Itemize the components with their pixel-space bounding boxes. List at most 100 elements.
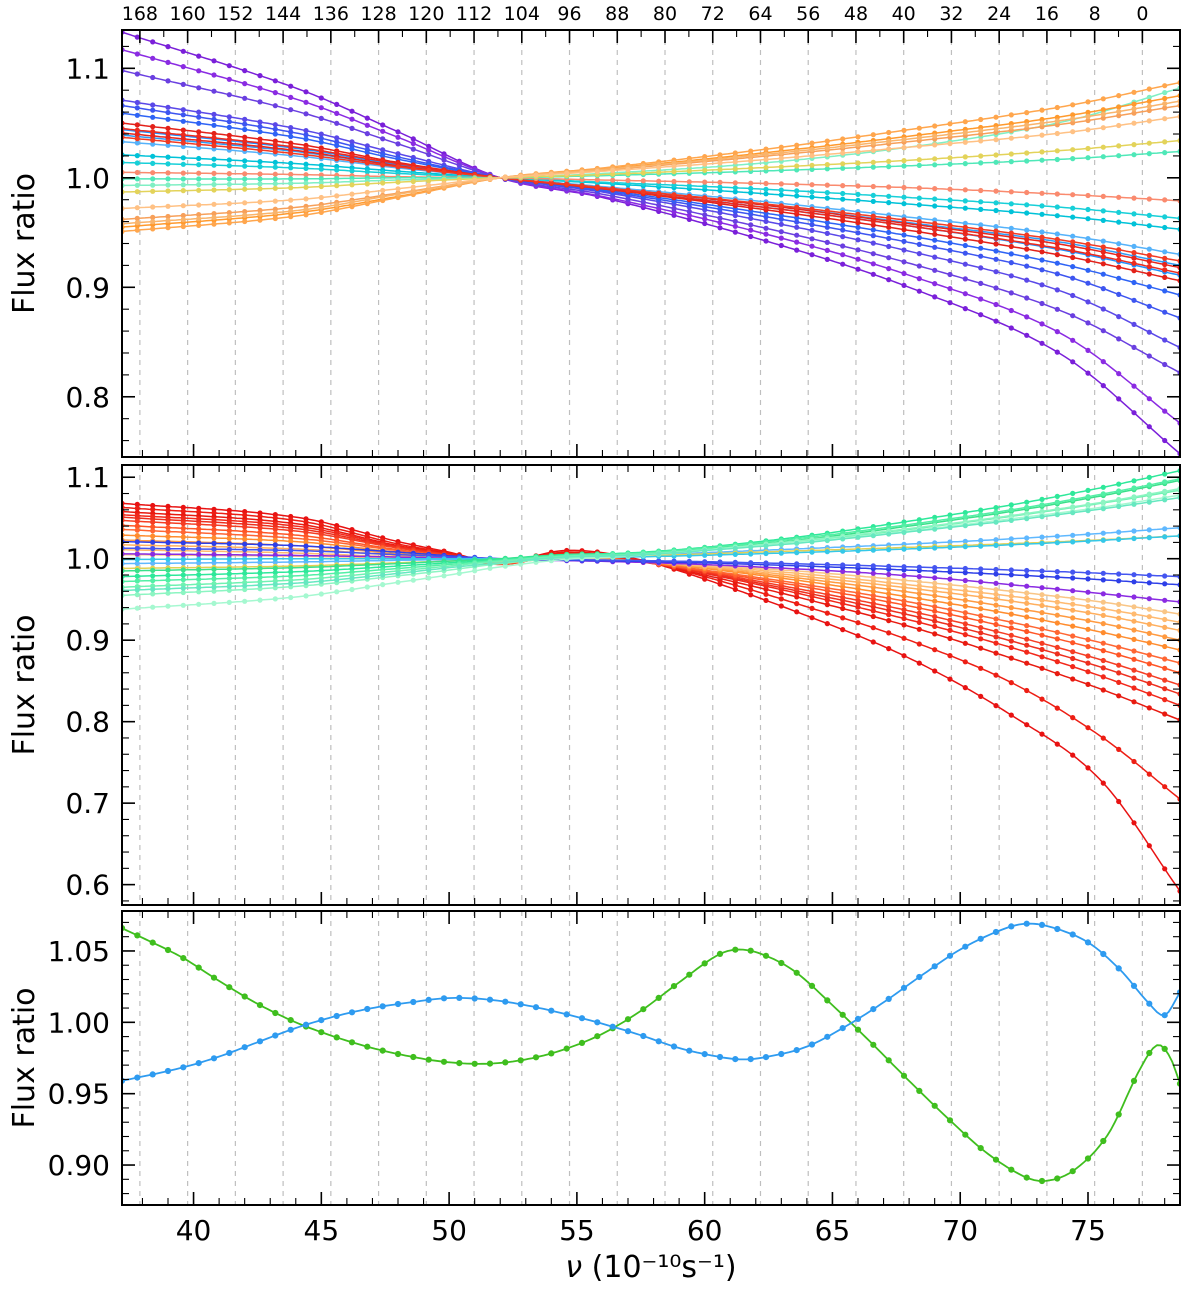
series-markers <box>122 504 1180 802</box>
series-line <box>122 87 1180 187</box>
series-line <box>122 927 1180 1182</box>
x-axis-title: ν (10⁻¹⁰s⁻¹) <box>565 1250 736 1285</box>
top-axis-label: 8 <box>1089 3 1101 25</box>
series-markers <box>122 500 1180 894</box>
y-tick-label: 0.7 <box>65 787 110 820</box>
y-tick-label: 1.0 <box>65 543 110 576</box>
gridlines <box>139 911 1143 1205</box>
series-markers <box>122 138 1180 195</box>
series-line <box>122 104 1180 319</box>
top-axis-label: 152 <box>217 3 253 25</box>
series-line <box>122 115 1180 210</box>
axis-ticks <box>122 30 1180 457</box>
y-tick-label: 1.05 <box>48 935 110 968</box>
panel-border <box>121 464 1181 906</box>
top-axis-label: 80 <box>653 3 677 25</box>
series-line <box>122 48 1180 424</box>
series-markers <box>122 113 1180 212</box>
series-line <box>122 478 1180 583</box>
series-line <box>122 99 1180 349</box>
top-axis-label: 40 <box>892 3 916 25</box>
series-line <box>122 81 1180 233</box>
x-tick-label: 55 <box>559 1214 595 1247</box>
series-markers <box>122 925 1180 1185</box>
series-line <box>122 140 1180 256</box>
series-line <box>122 535 1180 561</box>
series-line <box>122 127 1180 274</box>
y-tick-labels: 1.1 1.0 0.9 0.8 0.7 0.6 <box>65 461 110 901</box>
series-markers <box>122 80 1180 235</box>
y-tick-label: 0.8 <box>65 381 110 414</box>
top-axis: 168 160 152 144 136 128 120 112 104 96 88 80 72 64 56 4… <box>122 3 1149 25</box>
series-group <box>122 30 1180 457</box>
y-axis-title: Flux ratio <box>7 173 42 314</box>
series-group <box>122 920 1180 1185</box>
x-tick-label: 75 <box>1070 1214 1106 1247</box>
series-line <box>122 922 1180 1082</box>
top-axis-label: 64 <box>748 3 772 25</box>
panel-top: 1.1 1.0 0.9 0.8 Flux ratio <box>7 29 1181 458</box>
x-tick-label: 45 <box>304 1214 340 1247</box>
series-line <box>122 69 1180 374</box>
y-tick-label: 1.0 <box>65 162 110 195</box>
top-axis-label: 72 <box>701 3 725 25</box>
series-line <box>122 469 1180 578</box>
y-tick-label: 1.00 <box>48 1006 110 1039</box>
y-axis-title: Flux ratio <box>7 987 42 1128</box>
y-tick-label: 0.9 <box>65 271 110 304</box>
x-tick-labels: 40 45 50 55 60 65 70 75 <box>176 1214 1106 1247</box>
series-line <box>122 553 1180 603</box>
series-line <box>122 496 1180 592</box>
series-line <box>122 154 1180 231</box>
series-markers <box>122 97 1180 351</box>
x-tick-label: 65 <box>815 1214 851 1247</box>
series-line <box>122 31 1180 455</box>
series-line <box>122 540 1180 586</box>
x-tick-label: 40 <box>176 1214 212 1247</box>
series-line <box>122 100 1180 225</box>
y-tick-label: 1.1 <box>65 52 110 85</box>
series-line <box>122 150 1180 180</box>
x-tick-label: 70 <box>942 1214 978 1247</box>
top-axis-label: 112 <box>456 3 492 25</box>
axis-ticks <box>122 911 1180 1205</box>
series-line <box>122 104 1180 221</box>
top-axis-label: 120 <box>408 3 444 25</box>
y-tick-label: 0.9 <box>65 624 110 657</box>
series-line <box>122 171 1180 202</box>
series-line <box>122 94 1180 228</box>
y-tick-label: 0.8 <box>65 706 110 739</box>
series-line <box>122 112 1180 296</box>
top-axis-label: 88 <box>605 3 629 25</box>
top-axis-label: 16 <box>1035 3 1059 25</box>
panel-middle: 1.1 1.0 0.9 0.8 0.7 0.6 Flux ratio <box>7 461 1181 906</box>
top-axis-label: 136 <box>313 3 349 25</box>
series-line <box>122 487 1180 597</box>
top-axis-label: 48 <box>844 3 868 25</box>
series-line <box>122 136 1180 262</box>
series-line <box>122 528 1180 664</box>
series-line <box>122 535 1180 570</box>
top-axis-label: 32 <box>939 3 963 25</box>
series-line <box>122 161 1180 220</box>
y-axis-title: Flux ratio <box>7 614 42 755</box>
x-tick-label: 50 <box>431 1214 467 1247</box>
series-line <box>122 139 1180 193</box>
y-tick-label: 1.1 <box>65 461 110 494</box>
y-tick-label: 0.90 <box>48 1149 110 1182</box>
series-markers <box>122 920 1180 1084</box>
series-markers <box>122 67 1180 376</box>
axis-ticks <box>122 465 1180 905</box>
top-axis-label: 56 <box>796 3 820 25</box>
top-axis-label: 24 <box>987 3 1011 25</box>
series-markers <box>122 495 1180 594</box>
top-axis-label: 128 <box>360 3 396 25</box>
series-markers <box>122 514 1180 697</box>
top-axis-label: 0 <box>1136 3 1148 25</box>
y-tick-labels: 1.05 1.00 0.95 0.90 <box>48 935 110 1182</box>
y-tick-label: 0.6 <box>65 869 110 902</box>
top-axis-label: 168 <box>122 3 158 25</box>
